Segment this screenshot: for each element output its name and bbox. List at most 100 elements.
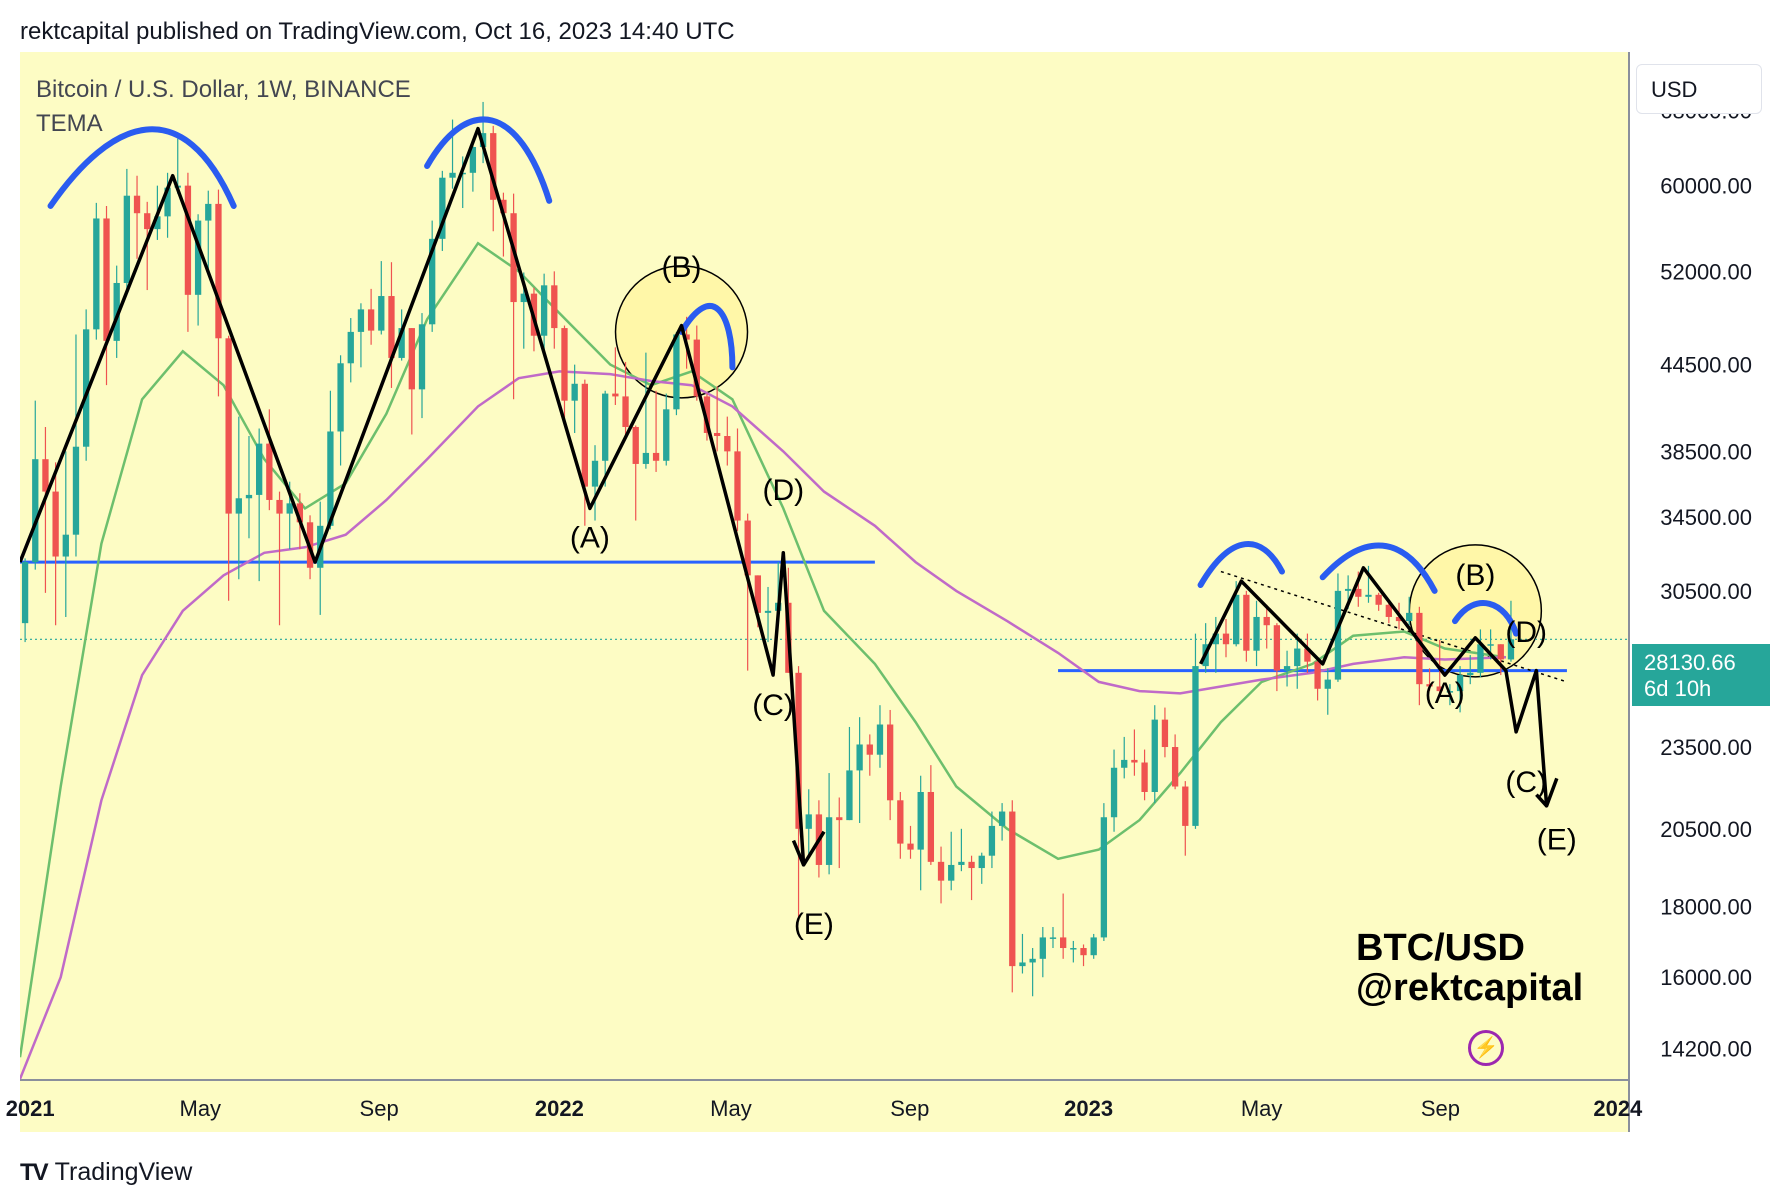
candle-up xyxy=(663,409,670,461)
candle-down xyxy=(388,296,395,358)
candle-down xyxy=(693,339,700,397)
candle-up xyxy=(1456,675,1464,692)
candle-up xyxy=(1365,594,1372,597)
candle-down xyxy=(561,328,568,401)
candle-down xyxy=(408,328,415,390)
time-tick-label: May xyxy=(1241,1096,1283,1121)
price-tick-label: 44500.00 xyxy=(1660,353,1752,378)
plot-layer: (A) (B) (C) (D) (E) (A) (B) (C) (D) (E) xyxy=(20,101,1628,1079)
candle-down xyxy=(683,334,690,340)
candle-down xyxy=(886,724,894,801)
price-tick-label: 23500.00 xyxy=(1660,735,1752,760)
time-tick-label: 2023 xyxy=(1064,1096,1113,1121)
price-tick-label: 20500.00 xyxy=(1660,817,1752,842)
candle-down xyxy=(1171,747,1179,787)
time-tick-label: 2024 xyxy=(1593,1096,1643,1121)
candle-up xyxy=(32,459,39,563)
candle-up xyxy=(1110,767,1118,818)
candle-down xyxy=(1314,661,1321,689)
watermark-line2: @rektcapital xyxy=(1356,967,1584,1009)
wave-label: (C) xyxy=(1505,766,1547,799)
pattern-line xyxy=(20,126,826,867)
candle-up xyxy=(164,187,171,217)
price-axis[interactable] xyxy=(1628,52,1770,1132)
legend-indicator[interactable]: TEMA xyxy=(36,110,103,137)
candle-down xyxy=(1395,616,1403,622)
candle-up xyxy=(1507,639,1515,660)
candle-down xyxy=(897,800,904,844)
price-tick-label: 30500.00 xyxy=(1660,579,1752,604)
wave-label: (D) xyxy=(1505,616,1547,649)
candle-up xyxy=(256,443,263,495)
legend-symbol[interactable]: Bitcoin / U.S. Dollar, 1W, BINANCE xyxy=(36,76,411,103)
time-tick-label: Sep xyxy=(1421,1096,1460,1121)
candle-up xyxy=(327,431,334,526)
top-arc xyxy=(424,116,553,204)
candle-up xyxy=(846,770,853,821)
candle-up xyxy=(1446,691,1454,693)
candle-up xyxy=(988,825,996,856)
candle-down xyxy=(42,459,49,492)
candle-up xyxy=(1100,817,1108,938)
candle-down xyxy=(1141,762,1148,792)
candle-up xyxy=(357,309,365,332)
candle-up xyxy=(1294,648,1301,667)
last-price-value: 28130.66 xyxy=(1644,650,1736,675)
top-arc xyxy=(1319,542,1438,594)
candle-up xyxy=(1344,588,1352,591)
candle-up xyxy=(958,861,965,865)
candle-down xyxy=(927,791,935,862)
wave-label: (E) xyxy=(1537,824,1577,857)
tema-green-line xyxy=(20,241,1507,1058)
candle-down xyxy=(1375,594,1382,605)
price-tick-label: 60000.00 xyxy=(1660,174,1752,199)
time-tick-label: Sep xyxy=(360,1096,399,1121)
candle-down xyxy=(1080,948,1087,956)
candle-down xyxy=(184,185,192,295)
tema-purple-line xyxy=(20,370,1506,1079)
candle-up xyxy=(378,296,385,331)
candle-up xyxy=(1070,948,1077,950)
price-tick-label: 18000.00 xyxy=(1660,895,1752,920)
candle-down xyxy=(296,503,304,523)
time-tick-label: May xyxy=(710,1096,752,1121)
candle-down xyxy=(622,396,629,427)
candle-up xyxy=(1233,594,1240,645)
candle-down xyxy=(1263,616,1270,626)
wave-label: (B) xyxy=(662,251,702,284)
candle-up xyxy=(205,203,212,221)
top-arc xyxy=(678,303,736,371)
candle-up xyxy=(1324,679,1331,689)
candle-down xyxy=(367,309,375,331)
candle-up xyxy=(825,817,833,865)
candle-down xyxy=(266,443,273,500)
candle-down xyxy=(1426,684,1433,687)
candle-down xyxy=(1273,625,1281,671)
candle-down xyxy=(754,575,762,613)
time-axis[interactable] xyxy=(20,1079,1628,1132)
candle-up xyxy=(347,331,354,364)
candle-down xyxy=(866,744,873,755)
tradingview-brand[interactable]: TV TradingView xyxy=(20,1158,192,1187)
candle-down xyxy=(490,133,497,200)
candle-down xyxy=(1355,588,1362,597)
plot-area[interactable] xyxy=(20,52,1628,1079)
candle-down xyxy=(795,672,802,829)
currency-button[interactable]: USD xyxy=(1636,64,1762,114)
wave-label: (B) xyxy=(1455,559,1495,592)
candle-down xyxy=(1182,786,1189,826)
candle-up xyxy=(21,562,29,624)
time-tick-label: 2021 xyxy=(6,1096,55,1121)
candle-up xyxy=(1121,759,1128,768)
candle-up xyxy=(113,282,120,341)
candle-up xyxy=(591,460,599,487)
candle-up xyxy=(1090,937,1097,956)
candle-up xyxy=(194,220,202,295)
candle-up xyxy=(398,328,405,358)
bar-countdown: 6d 10h xyxy=(1644,676,1712,701)
candle-down xyxy=(703,396,711,433)
last-price-tag: 28130.66 6d 10h xyxy=(1632,644,1770,706)
lightning-icon[interactable]: ⚡ xyxy=(1468,1030,1504,1066)
candle-down xyxy=(744,520,751,576)
candle-down xyxy=(1243,594,1250,651)
